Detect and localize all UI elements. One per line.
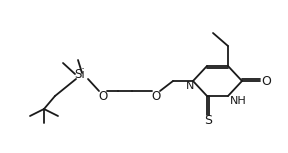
Text: O: O — [151, 90, 161, 103]
Text: S: S — [204, 114, 212, 127]
Text: NH: NH — [230, 96, 246, 106]
Text: N: N — [186, 81, 194, 91]
Text: Si: Si — [75, 67, 85, 80]
Text: O: O — [98, 90, 108, 103]
Text: O: O — [261, 75, 271, 88]
